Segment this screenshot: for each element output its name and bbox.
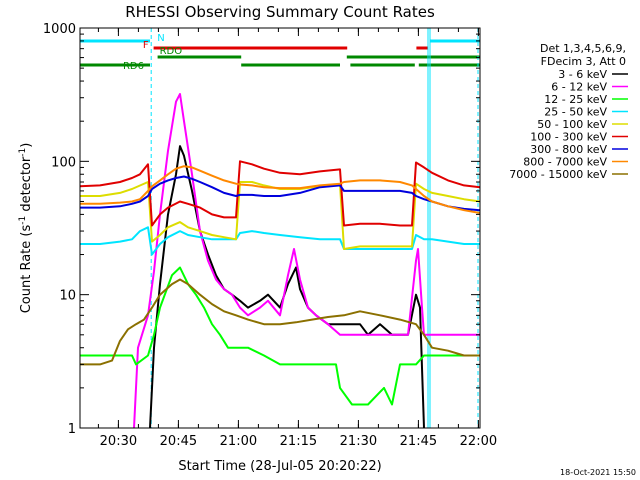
y-tick-label: 10 [59, 289, 76, 304]
legend-label: 300 - 800 keV [530, 143, 607, 156]
legend-label: 6 - 12 keV [551, 81, 607, 94]
series-group [79, 93, 481, 429]
legend-label: 50 - 100 keV [537, 118, 607, 131]
series-line [80, 175, 481, 212]
series-line [80, 181, 481, 250]
y-axis-ticks: 1 10 100 1000 [43, 22, 480, 437]
x-tick-label: 21:00 [220, 434, 257, 449]
series-line [80, 165, 481, 214]
flag-label-rdo: RDO [160, 46, 183, 57]
legend-label: 7000 - 15000 keV [509, 168, 607, 181]
y-tick-label: 1000 [43, 22, 76, 37]
x-tick-label: 21:45 [400, 434, 437, 449]
y-tick-label: 100 [51, 155, 76, 170]
x-axis-title: Start Time (28-Jul-05 20:20:22) [178, 459, 381, 474]
legend-header-line-2: FDecim 3, Att 0 [541, 55, 626, 68]
legend-label: 25 - 50 keV [544, 106, 607, 119]
x-tick-label: 21:30 [340, 434, 377, 449]
y-tick-label: 1 [68, 422, 76, 437]
legend-label: 12 - 25 keV [544, 93, 607, 106]
x-tick-label: 20:45 [160, 434, 197, 449]
series-line [79, 160, 481, 227]
series-line [80, 266, 480, 406]
series-line [80, 226, 480, 256]
x-tick-label: 22:00 [460, 434, 497, 449]
x-axis-ticks: 20:30 20:45 21:00 21:15 21:30 21:45 22:00 [97, 28, 497, 449]
legend-label: 800 - 7000 keV [523, 156, 607, 169]
x-tick-label: 21:15 [280, 434, 317, 449]
flag-bars: NF RDO RD6 [80, 33, 480, 72]
x-tick-label: 20:30 [100, 434, 137, 449]
series-line [80, 278, 480, 366]
legend-label: 100 - 300 keV [530, 131, 607, 144]
flag-label-n: N [157, 33, 164, 44]
legend-header-line-1: Det 1,3,4,5,6,9, [540, 42, 626, 55]
flag-label-f: F [143, 40, 149, 51]
flag-label-rd6: RD6 [123, 61, 144, 72]
y-axis-title: Count Rate (s-1 detector-1) [18, 143, 34, 314]
series-line [133, 93, 480, 429]
chart-title: RHESSI Observing Summary Count Rates [125, 3, 435, 21]
plot-frame [79, 27, 481, 429]
legend-label: 3 - 6 keV [558, 68, 607, 81]
footer-timestamp: 18-Oct-2021 15:50 [560, 468, 636, 477]
